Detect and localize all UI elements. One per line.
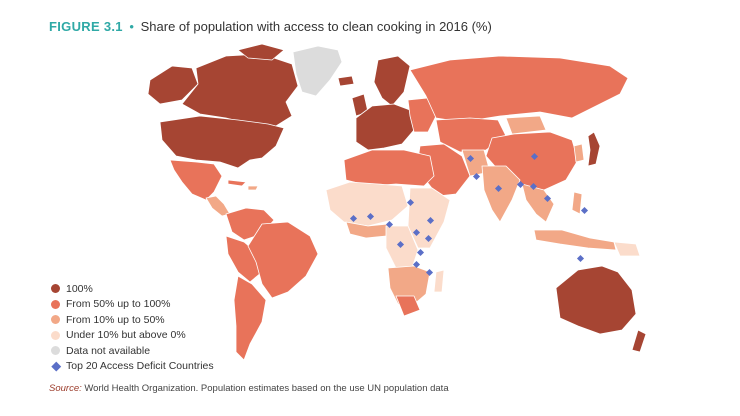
- region-south-africa: [395, 295, 421, 317]
- region-india: [481, 165, 521, 223]
- region-southeast-asia: [521, 183, 555, 223]
- deficit-marker: [494, 184, 503, 193]
- legend-label: 100%: [66, 282, 93, 295]
- region-scandinavia: [373, 55, 411, 107]
- deficit-marker: [406, 198, 415, 207]
- legend-swatch-no-data: [51, 346, 60, 356]
- region-north-africa: [343, 149, 435, 187]
- legend-swatch-50-100: [51, 299, 60, 309]
- deficit-marker: [366, 212, 375, 221]
- deficit-marker: [580, 206, 589, 215]
- legend-item-deficit: Top 20 Access Deficit Countries: [51, 359, 214, 375]
- chart-title: FIGURE 3.1 • Share of population with ac…: [49, 19, 492, 34]
- deficit-marker: [543, 194, 552, 203]
- region-hispaniola: [247, 185, 259, 191]
- diamond-icon: [51, 361, 61, 371]
- region-usa: [159, 115, 285, 169]
- region-indonesia: [533, 229, 617, 251]
- region-japan: [587, 131, 601, 167]
- legend-label: From 10% up to 50%: [66, 313, 165, 326]
- legend-item-100: 100%: [51, 281, 214, 297]
- deficit-marker: [576, 254, 585, 263]
- title-text: Share of population with access to clean…: [140, 19, 492, 34]
- legend-item-10-50: From 10% up to 50%: [51, 312, 214, 328]
- region-philippines: [571, 191, 583, 215]
- region-canada: [181, 53, 299, 127]
- region-papua: [613, 241, 641, 257]
- region-europe: [355, 103, 415, 151]
- region-mongolia: [505, 115, 547, 135]
- deficit-marker: [416, 248, 425, 257]
- deficit-marker: [516, 180, 525, 189]
- region-iceland: [337, 75, 355, 87]
- region-russia: [409, 55, 629, 123]
- legend-label: Top 20 Access Deficit Countries: [66, 360, 214, 373]
- deficit-marker: [396, 240, 405, 249]
- deficit-marker: [529, 182, 538, 191]
- deficit-marker: [349, 214, 358, 223]
- figure-label: FIGURE 3.1: [49, 19, 123, 34]
- deficit-marker: [412, 260, 421, 269]
- legend-item-50-100: From 50% up to 100%: [51, 297, 214, 313]
- legend-swatch-100: [51, 284, 60, 294]
- source-text: World Health Organization. Population es…: [84, 383, 449, 394]
- deficit-marker: [412, 228, 421, 237]
- deficit-marker: [472, 172, 481, 181]
- deficit-marker: [466, 154, 475, 163]
- legend-item-no-data: Data not available: [51, 343, 214, 359]
- deficit-marker: [425, 268, 434, 277]
- region-cuba: [227, 179, 247, 187]
- region-central-america: [205, 195, 231, 217]
- legend-label: Under 10% but above 0%: [66, 329, 186, 342]
- legend-label: From 50% up to 100%: [66, 298, 171, 311]
- legend-item-under-10: Under 10% but above 0%: [51, 328, 214, 344]
- region-madagascar: [433, 269, 445, 293]
- legend-label: Data not available: [66, 344, 151, 357]
- map-legend: 100% From 50% up to 100% From 10% up to …: [51, 281, 214, 374]
- source-label: Source:: [49, 383, 82, 394]
- region-peru-bolivia: [225, 235, 263, 283]
- source-note: Source: World Health Organization. Popul…: [49, 383, 449, 394]
- title-separator: •: [129, 19, 134, 34]
- deficit-marker: [385, 220, 394, 229]
- region-new-zealand: [631, 329, 647, 353]
- region-southern-cone: [233, 275, 267, 361]
- region-alaska: [147, 65, 199, 105]
- legend-swatch-10-50: [51, 315, 60, 325]
- region-arctic-islands: [237, 43, 285, 61]
- deficit-marker: [530, 152, 539, 161]
- region-west-africa: [325, 181, 409, 227]
- region-greenland: [292, 45, 343, 97]
- legend-swatch-under-10: [51, 330, 60, 340]
- deficit-marker: [424, 234, 433, 243]
- region-mexico: [169, 159, 223, 201]
- region-australia: [555, 265, 637, 335]
- region-brazil: [247, 221, 319, 299]
- region-korea: [573, 143, 585, 163]
- deficit-marker: [426, 216, 435, 225]
